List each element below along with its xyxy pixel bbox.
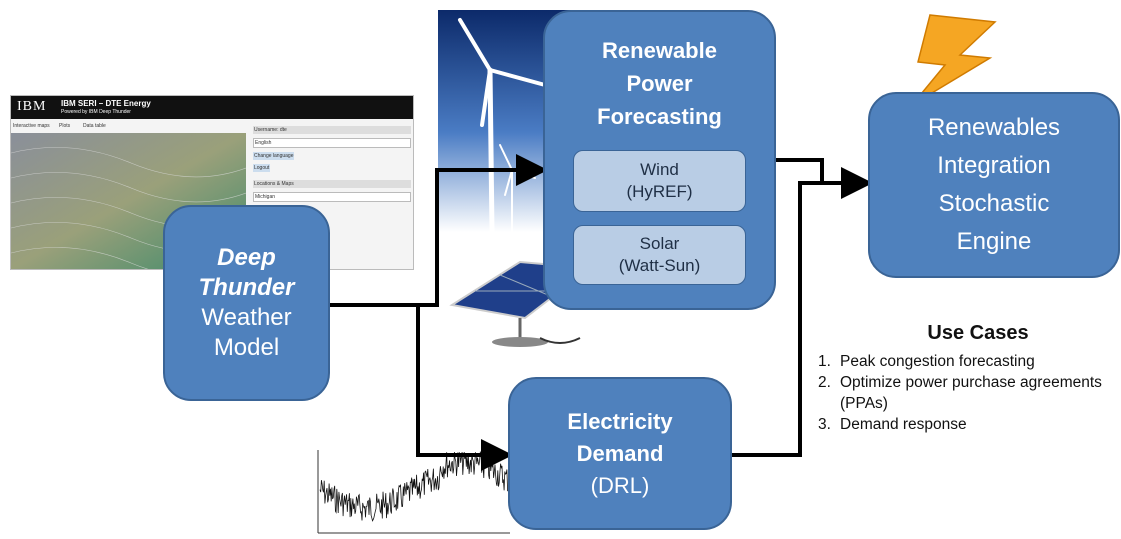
node-label: (Watt-Sun) <box>618 256 701 275</box>
demand-node: Electricity Demand (DRL) <box>508 377 732 530</box>
node-label: Weather <box>201 304 292 331</box>
screenshot-title: IBM SERI – DTE Energy <box>61 99 151 108</box>
engine-node: Renewables Integration Stochastic Engine <box>868 92 1120 278</box>
node-label: Integration <box>937 152 1051 179</box>
arrow-to-engine <box>776 158 873 199</box>
node-label: (HyREF) <box>626 182 693 201</box>
weather-model-node: Deep Thunder Weather Model <box>163 205 330 401</box>
change-language-button: Change language <box>253 152 295 160</box>
demand-plot <box>317 450 510 534</box>
node-label: Demand <box>576 440 664 466</box>
screenshot-subtitle: Powered by IBM Deep Thunder <box>61 109 131 115</box>
node-label: Deep <box>217 244 276 271</box>
panel-heading: Locations & Maps <box>253 180 411 188</box>
node-label: Thunder <box>198 274 295 301</box>
logout-button: Logout <box>253 164 271 172</box>
node-label: Forecasting <box>597 104 722 129</box>
ibm-logo: IBM <box>17 99 47 114</box>
use-cases-list: 1. Peak congestion forecasting 2. Optimize … <box>818 351 1118 435</box>
use-case-number: 3. <box>818 416 831 433</box>
node-label: Renewables <box>927 114 1061 141</box>
location-select: Michigan <box>253 192 411 202</box>
node-label: Stochastic <box>938 190 1050 217</box>
node-label: Power <box>626 71 693 96</box>
lightning-bolt <box>911 14 997 106</box>
use-case-item: 1. Peak congestion forecasting <box>818 351 1118 372</box>
use-cases: Use Cases 1. Peak congestion forecasting 2… <box>818 322 1118 435</box>
wind-node: Wind (HyREF) <box>573 150 746 212</box>
tab: Interactive maps <box>13 123 50 129</box>
use-case-text: Peak congestion forecasting <box>840 353 1035 370</box>
node-label: Electricity <box>567 408 673 434</box>
use-case-number: 1. <box>818 353 831 370</box>
node-label: Renewable <box>602 38 717 63</box>
connectors <box>330 154 873 471</box>
solar-node: Solar (Watt-Sun) <box>573 225 746 285</box>
wind-turbines <box>458 18 547 235</box>
use-cases-title: Use Cases <box>927 322 1029 344</box>
arrow-demand-to-engine <box>732 181 822 457</box>
node-label: Model <box>213 334 280 361</box>
node-label: Engine <box>956 228 1032 255</box>
side-panel: Username: dte English Change language Lo… <box>253 126 411 202</box>
panel-heading: Username: dte <box>253 126 411 134</box>
node-label: (DRL) <box>590 472 650 498</box>
node-label: Wind <box>640 160 679 179</box>
screenshot-header: IBM IBM SERI – DTE Energy Powered by IBM… <box>11 96 413 119</box>
language-select: English <box>253 138 411 148</box>
tab: Data table <box>83 123 106 129</box>
deep-thunder-screenshot: IBM IBM SERI – DTE Energy Powered by IBM… <box>10 95 414 270</box>
use-case-text: Optimize power purchase agreements (PPAs… <box>840 374 1102 412</box>
arrow-to-demand <box>416 305 513 471</box>
tab: Plots <box>59 123 71 129</box>
use-case-number: 2. <box>818 374 831 391</box>
arrow-to-forecasting <box>330 154 548 307</box>
node-label: Solar <box>639 234 680 253</box>
use-case-text: Demand response <box>840 416 967 433</box>
use-case-item: 2. Optimize power purchase agreements (PP… <box>818 372 1118 414</box>
use-case-item: 3. Demand response <box>818 414 1118 435</box>
